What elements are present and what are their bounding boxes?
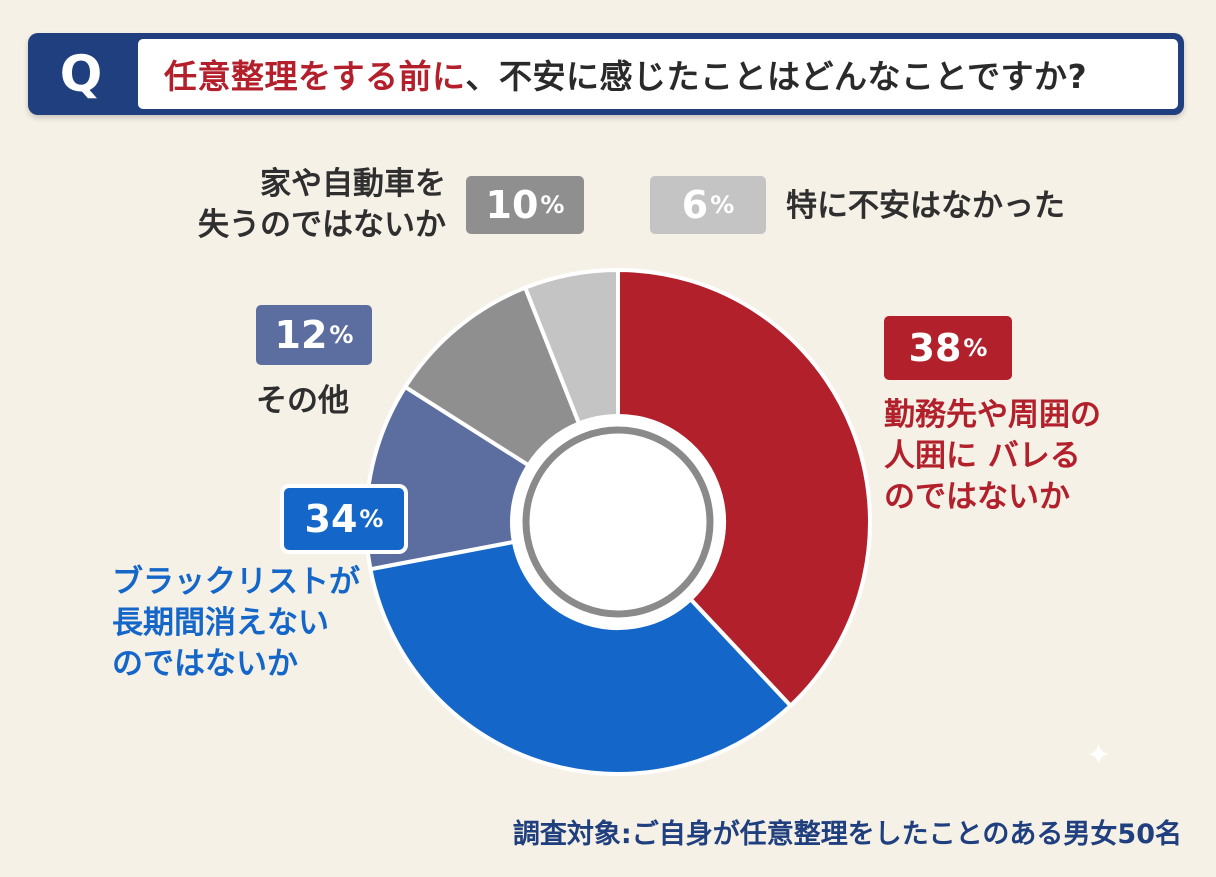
badge-value: 12 bbox=[274, 313, 328, 357]
label-slice-2: その他 bbox=[256, 381, 349, 422]
badge-percent: % bbox=[540, 191, 565, 219]
label-line: のではないか bbox=[112, 646, 298, 682]
label-line: 特に不安はなかった bbox=[786, 188, 1065, 224]
label-line: ブラックリストが bbox=[112, 564, 360, 600]
label-slice-0: 勤務先や周囲の 人囲に バレる のではないか bbox=[884, 395, 1101, 518]
label-slice-1: ブラックリストが 長期間消えない のではないか bbox=[112, 562, 360, 685]
q-mark: Q bbox=[59, 45, 103, 103]
label-line: 家や自動車を bbox=[260, 166, 446, 202]
label-line: のではないか bbox=[884, 479, 1070, 515]
label-line: 長期間消えない bbox=[112, 605, 329, 641]
badge-percent: % bbox=[359, 505, 384, 533]
donut-slice-1 bbox=[368, 539, 793, 776]
badge-percent: % bbox=[710, 191, 735, 219]
label-line: 勤務先や周囲の bbox=[884, 397, 1101, 433]
sparkle-icon: ✦ bbox=[1086, 738, 1112, 773]
survey-note: 調査対象:ご自身が任意整理をしたことのある男女50名 bbox=[512, 819, 1182, 850]
label-line: 人囲に バレる bbox=[884, 438, 1081, 474]
badge-slice-4: 6% bbox=[650, 176, 766, 234]
donut-slice-4 bbox=[523, 268, 620, 426]
badge-value: 10 bbox=[485, 183, 539, 227]
label-slice-3: 家や自動車を 失うのではないか bbox=[198, 164, 446, 246]
label-line: その他 bbox=[256, 383, 349, 419]
badge-slice-3: 10% bbox=[466, 176, 584, 234]
badge-slice-1: 34% bbox=[284, 488, 404, 550]
question-title-highlight: 任意整理をする前に bbox=[164, 57, 466, 96]
badge-value: 6 bbox=[681, 183, 709, 227]
label-line: 失うのではないか bbox=[198, 207, 446, 243]
badge-value: 34 bbox=[304, 497, 358, 541]
question-title-rest: 、不安に感じたことはどんなことですか? bbox=[465, 57, 1088, 96]
badge-value: 38 bbox=[908, 326, 962, 370]
badge-slice-0: 38% bbox=[884, 316, 1012, 380]
donut-slice-0 bbox=[616, 268, 872, 708]
question-header: Q 任意整理をする前に 、不安に感じたことはどんなことですか? bbox=[28, 33, 1184, 115]
question-title: 任意整理をする前に 、不安に感じたことはどんなことですか? bbox=[138, 39, 1178, 109]
badge-percent: % bbox=[329, 321, 354, 349]
badge-slice-2: 12% bbox=[256, 305, 372, 365]
donut-center-ring bbox=[522, 426, 714, 618]
badge-percent: % bbox=[963, 334, 988, 362]
label-slice-4: 特に不安はなかった bbox=[786, 186, 1065, 227]
